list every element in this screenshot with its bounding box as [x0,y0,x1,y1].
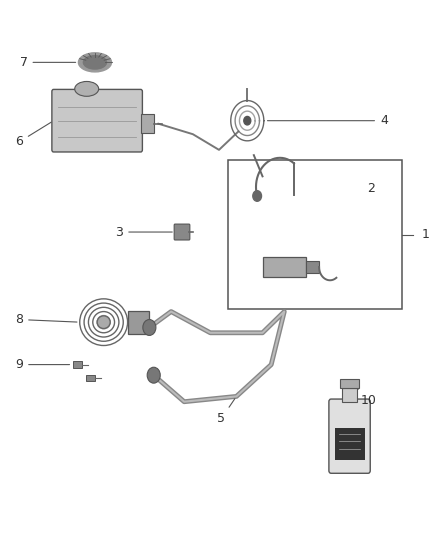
Bar [73,361,82,368]
Bar [335,428,364,460]
Text: 5: 5 [217,399,235,425]
Ellipse shape [78,53,112,72]
Bar [306,261,319,273]
Text: 4: 4 [268,114,388,127]
Bar [262,257,306,277]
Circle shape [253,191,261,201]
FancyBboxPatch shape [52,90,142,152]
Text: 8: 8 [15,313,77,326]
Circle shape [143,319,156,335]
Bar [86,375,95,381]
Ellipse shape [83,55,106,69]
Text: 10: 10 [351,381,376,407]
Bar [228,160,402,309]
Bar [127,311,149,334]
Circle shape [147,367,160,383]
FancyBboxPatch shape [329,399,370,473]
Text: 6: 6 [15,122,51,148]
Ellipse shape [75,82,99,96]
FancyBboxPatch shape [174,224,190,240]
Ellipse shape [97,316,110,329]
Bar [141,114,154,133]
Text: 3: 3 [115,225,172,239]
Bar [342,389,357,402]
Text: 7: 7 [20,56,76,69]
Bar [340,379,359,389]
Text: 9: 9 [15,358,70,371]
Text: 1: 1 [421,228,429,241]
Circle shape [244,116,251,125]
Text: 2: 2 [367,182,375,195]
